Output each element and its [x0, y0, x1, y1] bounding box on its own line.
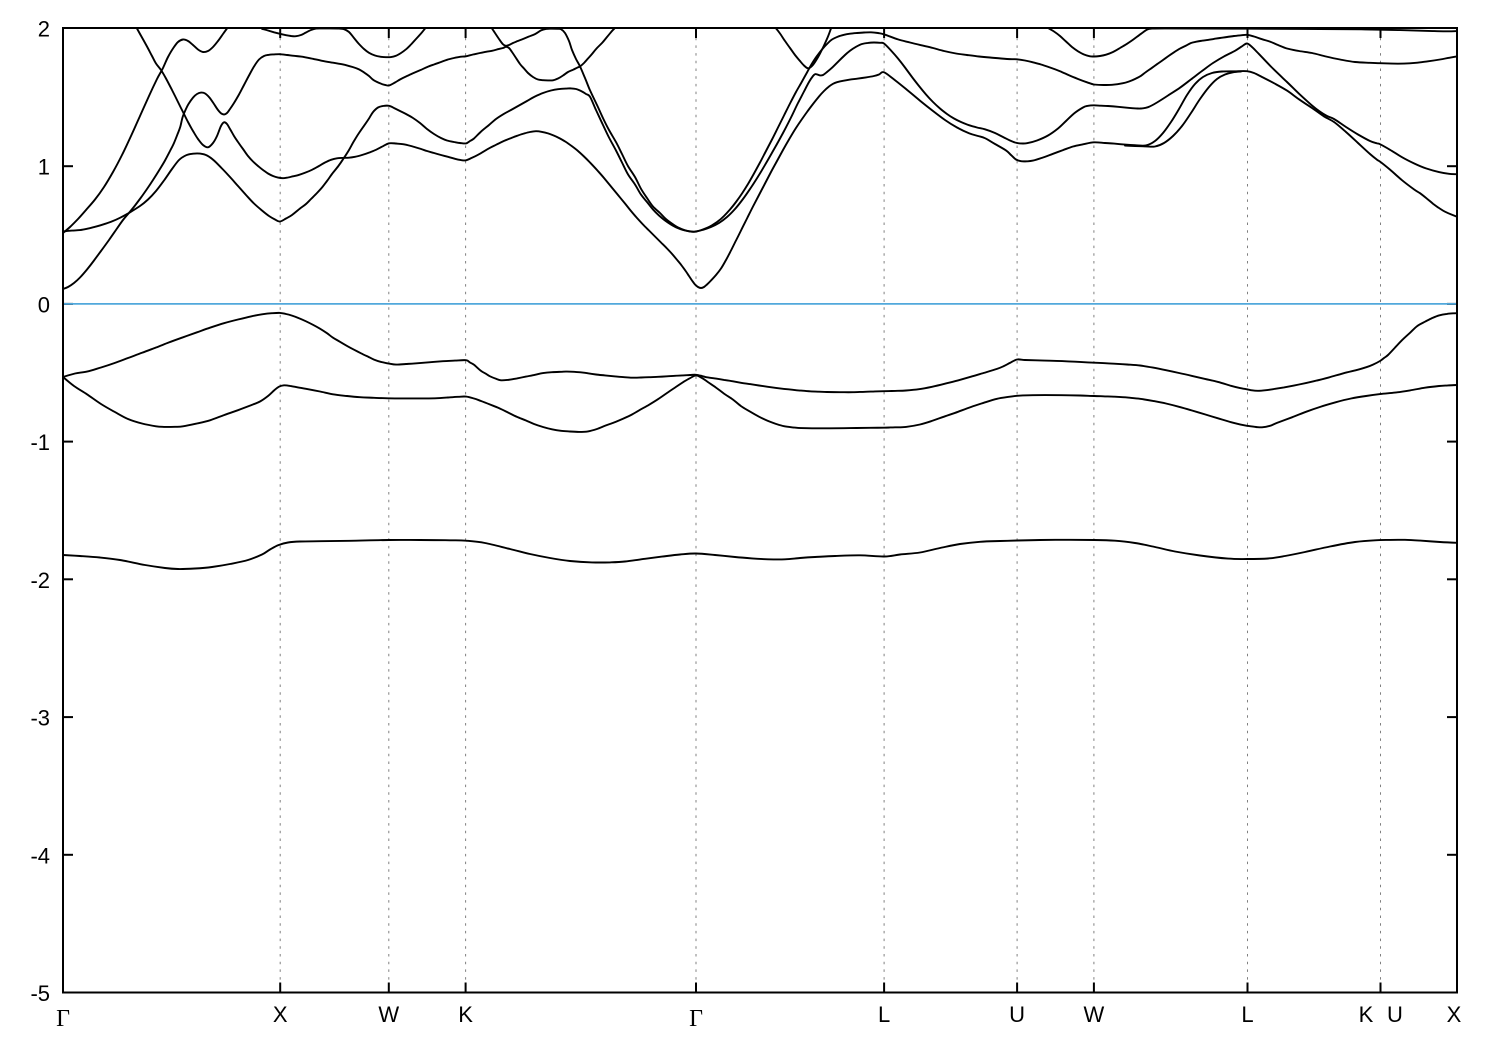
svg-text:-4: -4 [30, 843, 50, 868]
svg-text:2: 2 [38, 17, 50, 42]
svg-text:1: 1 [38, 155, 50, 180]
svg-text:Γ: Γ [689, 1006, 703, 1032]
svg-text:W: W [378, 1002, 399, 1027]
svg-text:X: X [1447, 1002, 1462, 1027]
svg-text:-3: -3 [30, 706, 50, 731]
svg-text:K: K [1359, 1002, 1374, 1027]
svg-text:X: X [273, 1002, 288, 1027]
svg-text:L: L [1241, 1002, 1253, 1027]
svg-text:Γ: Γ [56, 1006, 70, 1032]
svg-text:0: 0 [38, 292, 50, 317]
svg-text:K: K [458, 1002, 473, 1027]
svg-text:U: U [1387, 1002, 1403, 1027]
svg-text:U: U [1009, 1002, 1025, 1027]
svg-text:W: W [1084, 1002, 1105, 1027]
svg-text:L: L [878, 1002, 890, 1027]
svg-text:-5: -5 [30, 981, 50, 1006]
svg-text:-2: -2 [30, 568, 50, 593]
svg-text:-1: -1 [30, 430, 50, 455]
